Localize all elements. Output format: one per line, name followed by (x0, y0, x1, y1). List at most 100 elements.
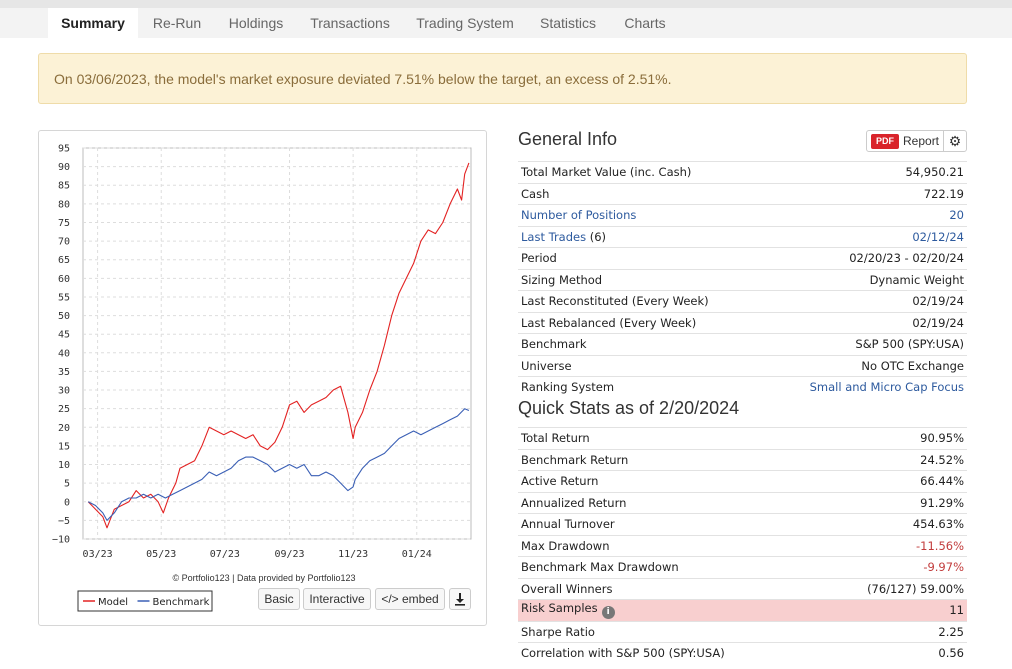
row-value: 54,950.21 (763, 161, 967, 183)
row-label: Benchmark (518, 333, 764, 355)
tab-bar: Summary Re-Run Holdings Transactions Tra… (0, 0, 1012, 40)
table-row: Ranking System Small and Micro Cap Focus (518, 376, 967, 398)
y-tick-label: 80 (58, 199, 70, 210)
general-info-title: General Info (518, 129, 618, 149)
ranking-system-link[interactable]: Small and Micro Cap Focus (763, 376, 967, 398)
table-row: Max Drawdown -11.56% (518, 534, 967, 557)
performance-chart: 95908580757065605550454035302520151050−5… (52, 144, 472, 612)
table-row: Cash 722.19 (518, 182, 967, 205)
y-tick-label: 10 (58, 460, 70, 471)
row-label: Period (518, 247, 764, 269)
row-label: Sizing Method (518, 268, 764, 291)
tab-statistics[interactable]: Statistics (539, 15, 596, 31)
interactive-chart-button[interactable]: Interactive (303, 588, 371, 610)
settings-gear-button[interactable]: ⚙ (943, 130, 967, 152)
y-tick-label: 75 (58, 218, 70, 229)
table-row: Period 02/20/23 - 02/20/24 (518, 247, 967, 269)
positions-count-link[interactable]: 20 (763, 204, 967, 226)
alert-text: On 03/06/2023, the model's market exposu… (54, 71, 672, 87)
row-value: S&P 500 (SPY:USA) (763, 333, 967, 355)
last-trades-date-link[interactable]: 02/12/24 (763, 225, 967, 248)
tab-charts[interactable]: Charts (624, 15, 666, 31)
legend-label-model: Model (98, 597, 128, 608)
pdf-report-button[interactable]: PDF Report (866, 130, 944, 152)
table-row: Sizing Method Dynamic Weight (518, 268, 967, 291)
row-value: 66.44% (819, 470, 967, 492)
table-row: Number of Positions 20 (518, 204, 967, 226)
pdf-icon: PDF (871, 134, 899, 149)
table-row: Universe No OTC Exchange (518, 354, 967, 377)
last-trades-link[interactable]: Last Trades (521, 229, 587, 244)
row-label: Active Return (518, 470, 820, 492)
row-value: Dynamic Weight (763, 268, 967, 291)
exposure-alert: On 03/06/2023, the model's market exposu… (38, 53, 967, 104)
row-value: No OTC Exchange (763, 354, 967, 377)
gear-icon: ⚙ (948, 133, 962, 149)
basic-chart-button[interactable]: Basic (258, 588, 300, 610)
y-tick-label: 25 (58, 404, 70, 415)
chart-credit: © Portfolio123 | Data provided by Portfo… (172, 573, 355, 583)
y-tick-label: 70 (58, 237, 70, 248)
table-row: Benchmark Max Drawdown -9.97% (518, 556, 967, 578)
row-label: Annual Turnover (518, 513, 820, 535)
y-tick-label: −10 (52, 535, 70, 546)
embed-chart-button[interactable]: </> embed (375, 588, 445, 610)
row-value: 11 (819, 599, 967, 621)
row-label: Benchmark Max Drawdown (518, 556, 820, 578)
table-row: Last Reconstituted (Every Week) 02/19/24 (518, 290, 967, 312)
quick-stats-table: Total Return 90.95% Benchmark Return 24.… (518, 427, 967, 664)
row-label: Last Reconstituted (Every Week) (518, 290, 764, 312)
row-label: Sharpe Ratio (518, 620, 820, 643)
table-row: Overall Winners (76/127) 59.00% (518, 577, 967, 600)
row-label: Annualized Return (518, 491, 820, 514)
download-icon (455, 593, 465, 606)
row-value: 2.25 (819, 620, 967, 643)
row-value: 24.52% (819, 448, 967, 471)
y-tick-label: 35 (58, 367, 70, 378)
tab-summary[interactable]: Summary (48, 8, 138, 40)
y-tick-label: 90 (58, 162, 70, 173)
x-tick-label: 09/23 (274, 549, 304, 560)
row-value: 0.56 (819, 642, 967, 664)
y-tick-label: 5 (64, 479, 70, 490)
y-tick-label: 0 (64, 497, 70, 508)
x-tick-label: 07/23 (210, 549, 240, 560)
row-label: Total Market Value (inc. Cash) (518, 161, 764, 183)
row-label: Universe (518, 354, 764, 377)
tab-holdings[interactable]: Holdings (228, 15, 284, 31)
info-icon[interactable]: i (601, 606, 615, 620)
report-label: Report (903, 134, 940, 148)
row-label: Ranking System (518, 376, 764, 398)
quick-stats-title: Quick Stats as of 2/20/2024 (518, 398, 740, 418)
row-label: Total Return (518, 427, 820, 449)
tab-trading-system[interactable]: Trading System (416, 15, 514, 31)
tab-transactions[interactable]: Transactions (310, 15, 390, 31)
row-value: 722.19 (763, 182, 967, 205)
y-tick-label: 45 (58, 330, 70, 341)
table-row: Last Rebalanced (Every Week) 02/19/24 (518, 311, 967, 334)
x-tick-label: 01/24 (402, 549, 432, 560)
legend-label-benchmark: Benchmark (153, 597, 210, 608)
x-tick-label: 11/23 (338, 549, 368, 560)
row-value: -11.56% (819, 534, 967, 557)
x-tick-label: 03/23 (83, 549, 113, 560)
performance-chart-panel: 95 90 85 80 75 70 65 60 55 50 45 40 35 30 25 20 15 10 5 0 −5… (38, 130, 487, 626)
download-chart-button[interactable] (449, 588, 471, 610)
row-value: 90.95% (819, 427, 967, 449)
row-value: 02/20/23 - 02/20/24 (763, 247, 967, 269)
last-trades-count: (6) (586, 229, 607, 244)
table-row: Correlation with S&P 500 (SPY:USA) 0.56 (518, 642, 967, 664)
y-tick-label: 50 (58, 311, 70, 322)
row-label: Overall Winners (518, 577, 820, 600)
table-row: Last Trades (6) 02/12/24 (518, 225, 967, 248)
table-row: Annualized Return 91.29% (518, 491, 967, 514)
row-label: Cash (518, 182, 764, 205)
tab-re-run[interactable]: Re-Run (152, 15, 202, 31)
number-of-positions-link[interactable]: Number of Positions (518, 204, 764, 226)
y-tick-label: 30 (58, 386, 70, 397)
row-value: 454.63% (819, 513, 967, 535)
row-label: Last Rebalanced (Every Week) (518, 311, 764, 334)
table-row: Active Return 66.44% (518, 470, 967, 492)
row-label: Max Drawdown (518, 534, 820, 557)
y-tick-label: 15 (58, 441, 70, 452)
